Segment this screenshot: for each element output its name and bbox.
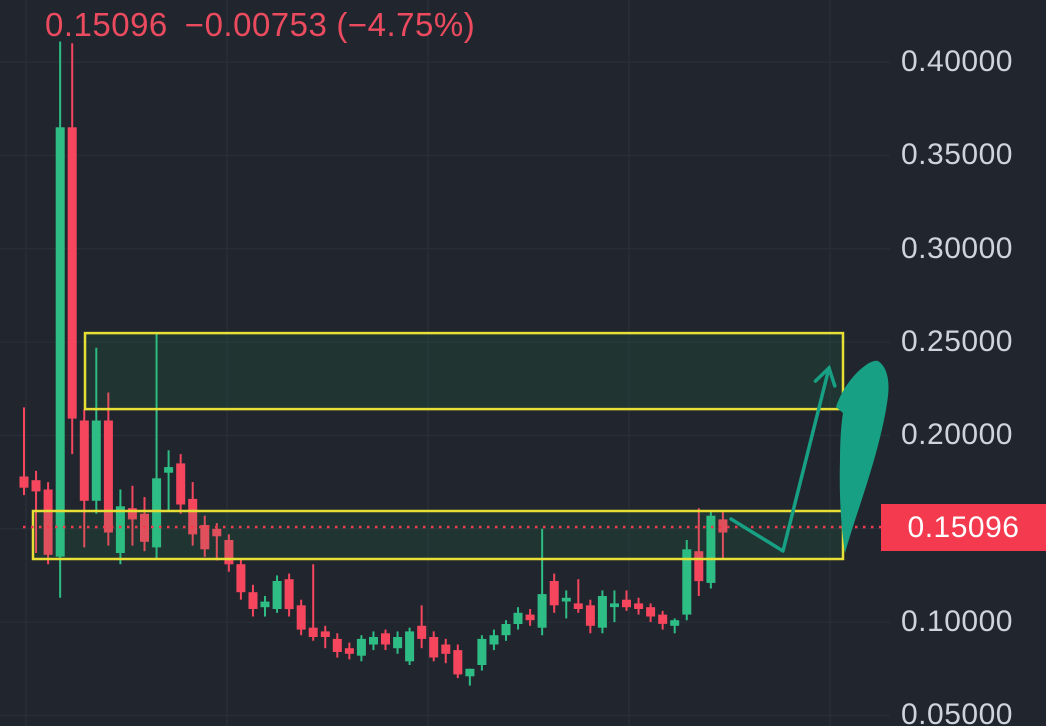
symbol-price-ticker: 0.15096 −0.00753 (−4.75%): [45, 6, 475, 44]
candle-body: [465, 668, 475, 677]
candle-body: [610, 603, 619, 608]
candle-body: [585, 605, 595, 626]
candle-body: [272, 581, 282, 609]
candle-body: [212, 528, 222, 537]
candle-body: [67, 127, 77, 419]
candle-body: [718, 519, 728, 533]
candle-body: [188, 498, 198, 535]
lower-demand-zone[interactable]: [31, 509, 845, 561]
last-price-text: 0.15096: [45, 6, 168, 43]
candle-body: [236, 564, 246, 593]
axis-price-label: 0.10000: [901, 605, 1013, 638]
candle-body: [622, 599, 631, 608]
candle-body: [79, 420, 89, 501]
candle-body: [429, 637, 439, 658]
candle-body: [320, 631, 330, 637]
candle-body: [176, 463, 186, 505]
candle-body: [489, 635, 499, 645]
candle-body: [55, 127, 65, 557]
axis-price-label: 0.40000: [901, 45, 1013, 78]
candle-body: [152, 478, 162, 548]
candle-body: [561, 597, 571, 602]
candle-body: [260, 601, 270, 608]
candle-body: [224, 540, 234, 565]
candle-body: [127, 508, 137, 520]
candle-body: [103, 420, 113, 533]
candle-body: [381, 633, 390, 645]
candle-body: [332, 638, 342, 652]
candle-body: [513, 612, 523, 624]
candle-body: [646, 607, 656, 617]
momentum-swoosh-arrow[interactable]: [836, 360, 889, 553]
candle-body: [501, 624, 511, 636]
candle-body: [393, 637, 403, 649]
candle-body: [164, 467, 174, 473]
price-change-percent-text: (−4.75%): [336, 6, 476, 43]
candle-body: [706, 515, 716, 583]
candle-body: [296, 605, 306, 630]
candle-body: [549, 581, 559, 606]
candles: [19, 41, 728, 686]
candle-body: [441, 644, 451, 654]
candle-body: [19, 476, 29, 488]
candle-body: [477, 638, 487, 665]
axis-price-label: 0.05000: [901, 698, 1013, 726]
candle-body: [573, 603, 583, 609]
candle-body: [670, 620, 680, 626]
candle-body: [43, 489, 53, 555]
candle-body: [200, 525, 210, 550]
candle-body: [417, 625, 427, 639]
candle-body: [284, 579, 294, 610]
candle-body: [634, 603, 644, 609]
axis-price-label: 0.30000: [901, 232, 1013, 265]
last-price-badge: 0.15096: [881, 504, 1046, 551]
candle-body: [344, 648, 354, 654]
candle-body: [115, 506, 125, 553]
candle-body: [405, 631, 415, 662]
candle-body: [356, 638, 366, 656]
price-axis[interactable]: 0.15096 0.40000 0.35000 0.30000 0.25000 0.20…: [881, 0, 1046, 726]
candle-body: [31, 480, 41, 492]
candle-body: [694, 551, 704, 582]
candle-body: [453, 650, 463, 675]
price-change-text: −0.00753: [184, 6, 328, 43]
axis-price-label: 0.20000: [901, 418, 1013, 451]
candle-body: [682, 549, 692, 615]
upper-supply-zone[interactable]: [83, 331, 845, 411]
candle-body: [369, 637, 378, 645]
candle-body: [308, 627, 318, 637]
axis-price-label: 0.25000: [901, 325, 1013, 358]
candle-body: [597, 596, 607, 628]
axis-price-label: 0.35000: [901, 138, 1013, 171]
candle-body: [537, 594, 547, 628]
candle-body: [91, 420, 101, 501]
zigzag-trend-arrow[interactable]: [729, 364, 837, 553]
candle-body: [525, 614, 535, 621]
candle-body: [248, 592, 258, 609]
candle-body: [658, 614, 668, 624]
